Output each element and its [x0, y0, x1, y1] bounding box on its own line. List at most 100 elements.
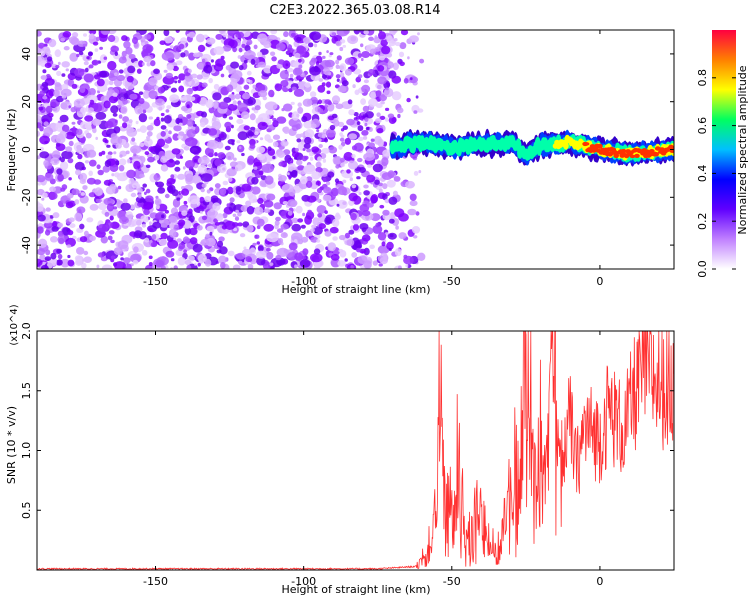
noise-speckle	[358, 191, 362, 196]
noise-speckle	[52, 220, 58, 228]
noise-speckle	[176, 238, 182, 243]
noise-speckle	[380, 101, 385, 105]
noise-speckle	[163, 30, 170, 37]
noise-speckle	[221, 228, 229, 234]
noise-speckle	[323, 186, 332, 194]
noise-speckle	[273, 141, 279, 148]
noise-speckle	[212, 202, 221, 211]
noise-speckle	[148, 146, 156, 153]
noise-speckle	[44, 48, 51, 56]
noise-speckle	[272, 134, 281, 140]
noise-speckle	[337, 199, 348, 209]
noise-speckle	[184, 160, 195, 169]
noise-speckle	[232, 213, 237, 217]
noise-speckle	[163, 115, 172, 124]
spectrogram-content	[37, 30, 674, 269]
noise-speckle	[208, 78, 213, 84]
noise-speckle	[79, 236, 88, 243]
noise-speckle	[214, 158, 222, 167]
noise-speckle	[370, 138, 375, 142]
noise-speckle	[394, 41, 401, 47]
noise-speckle	[299, 259, 311, 268]
noise-speckle	[136, 68, 142, 74]
noise-speckle	[291, 86, 297, 91]
noise-speckle	[323, 67, 330, 76]
noise-speckle	[133, 153, 137, 157]
noise-speckle	[361, 130, 369, 136]
spectrogram-panel: -150 -100 -50 0 -40 -20 0 20 40 Height of straig…	[5, 29, 675, 296]
noise-speckle	[249, 113, 256, 121]
noise-speckle	[161, 214, 165, 219]
noise-speckle	[157, 138, 166, 148]
noise-speckle	[46, 56, 53, 62]
noise-speckle	[382, 193, 388, 201]
noise-speckle	[296, 159, 303, 166]
noise-speckle	[327, 76, 332, 80]
noise-speckle	[392, 62, 399, 71]
noise-speckle	[353, 30, 361, 35]
noise-speckle	[340, 72, 345, 78]
noise-speckle	[343, 151, 354, 161]
noise-speckle	[315, 161, 322, 169]
noise-speckle	[222, 212, 228, 219]
noise-speckle	[232, 264, 241, 269]
noise-speckle	[374, 179, 380, 185]
noise-speckle	[309, 156, 314, 161]
noise-speckle	[56, 259, 63, 266]
noise-speckle	[148, 90, 158, 100]
noise-speckle	[369, 244, 375, 250]
noise-speckle	[86, 56, 90, 60]
noise-speckle	[361, 84, 371, 93]
colorbar: 0.0 0.2 0.4 0.6 0.8 Normalized spectral ampl…	[696, 30, 749, 278]
noise-speckle	[68, 105, 71, 109]
noise-speckle	[245, 200, 252, 207]
noise-speckle	[42, 192, 48, 199]
noise-speckle	[187, 195, 200, 205]
noise-speckle	[388, 247, 392, 252]
noise-speckle	[310, 253, 323, 263]
noise-speckle	[177, 114, 184, 119]
noise-speckle	[51, 150, 61, 160]
noise-speckle	[110, 239, 115, 244]
noise-speckle	[143, 55, 152, 63]
noise-speckle	[154, 154, 160, 161]
noise-speckle	[160, 164, 169, 172]
noise-speckle	[350, 213, 357, 221]
noise-speckle	[87, 51, 93, 57]
noise-speckle	[38, 238, 48, 248]
noise-speckle	[220, 73, 225, 78]
noise-speckle	[203, 64, 213, 74]
noise-speckle	[246, 70, 252, 76]
noise-speckle	[316, 205, 327, 214]
noise-speckle	[408, 35, 419, 43]
noise-speckle	[200, 173, 213, 182]
noise-speckle	[242, 221, 250, 228]
noise-speckle	[125, 150, 130, 155]
noise-speckle	[61, 150, 73, 160]
noise-speckle	[48, 192, 58, 200]
noise-speckle	[261, 163, 274, 173]
noise-speckle	[338, 234, 346, 241]
noise-speckle	[381, 157, 389, 167]
noise-speckle	[133, 230, 143, 239]
noise-speckle	[74, 68, 85, 77]
noise-speckle	[38, 42, 45, 49]
noise-speckle	[85, 132, 92, 139]
noise-speckle	[143, 209, 150, 216]
noise-speckle	[263, 65, 273, 74]
noise-speckle	[113, 126, 121, 134]
noise-speckle	[174, 160, 180, 165]
noise-speckle	[177, 256, 186, 266]
noise-speckle	[246, 224, 254, 233]
noise-speckle	[166, 177, 176, 185]
noise-speckle	[247, 155, 255, 165]
noise-speckle	[120, 202, 131, 211]
noise-speckle	[379, 204, 385, 209]
noise-speckle	[47, 261, 53, 269]
noise-speckle	[263, 200, 274, 208]
noise-speckle	[142, 44, 154, 54]
noise-speckle	[122, 116, 129, 123]
noise-speckle	[144, 34, 152, 40]
noise-speckle	[71, 188, 80, 196]
noise-speckle	[186, 114, 192, 119]
